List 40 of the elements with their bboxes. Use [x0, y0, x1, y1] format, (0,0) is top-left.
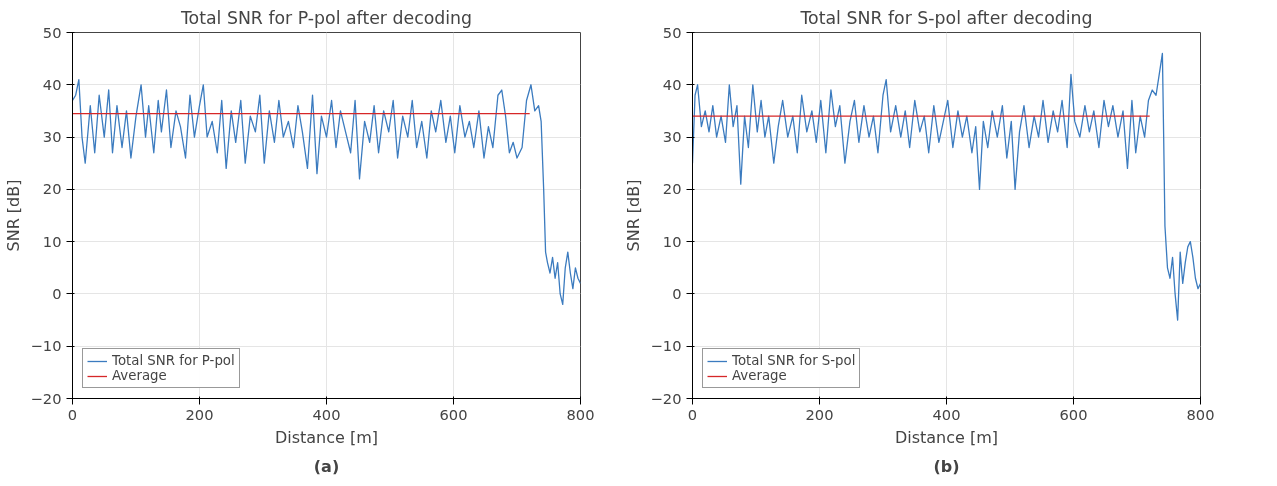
x-tick-label: 200 — [185, 405, 214, 423]
text: (a) — [313, 456, 340, 476]
x-axis-title: Distance [m] — [894, 427, 999, 447]
x-tick-label: 0 — [67, 405, 78, 423]
y-axis-title: SNR [dB] — [623, 179, 643, 252]
x-tick-label: 0 — [687, 405, 698, 423]
legend-label: Total SNR for P-pol — [112, 353, 235, 368]
y-tick-label: 50 — [42, 23, 62, 41]
legend-label: Average — [732, 368, 787, 383]
y-tick-label: −10 — [650, 337, 682, 355]
line-series — [72, 78, 581, 306]
legend-label: Total SNR for S-pol — [732, 353, 856, 368]
x-tick-label: 600 — [1059, 405, 1088, 423]
y-tick-label: −10 — [30, 337, 62, 355]
x-tick-label: 200 — [805, 405, 834, 423]
y-tick-label: 20 — [662, 180, 682, 198]
y-tick-label: 40 — [662, 75, 682, 93]
y-tick-label: 40 — [42, 75, 62, 93]
y-tick-label: 10 — [42, 232, 62, 250]
y-tick-label: 0 — [52, 284, 62, 302]
x-tick-label: 600 — [439, 405, 468, 423]
y-tick-label: −20 — [30, 389, 62, 407]
x-axis-title: Distance [m] — [274, 427, 379, 447]
y-tick-label: 20 — [42, 180, 62, 198]
y-tick-label: 30 — [662, 128, 682, 146]
chart-title: Total SNR for P-pol after decoding — [179, 7, 473, 28]
x-tick-label: 800 — [1186, 405, 1215, 423]
y-tick-label: 10 — [662, 232, 682, 250]
line-series — [692, 52, 1201, 321]
y-tick-label: 50 — [662, 23, 682, 41]
x-tick-label: 400 — [312, 405, 341, 423]
text: (b) — [933, 456, 960, 476]
chart-title: Total SNR for S-pol after decoding — [799, 7, 1093, 28]
y-tick-label: 0 — [672, 284, 682, 302]
y-tick-label: −20 — [650, 389, 682, 407]
legend-label: Average — [112, 368, 167, 383]
x-tick-label: 400 — [932, 405, 961, 423]
y-tick-label: 30 — [42, 128, 62, 146]
y-axis-title: SNR [dB] — [3, 179, 23, 252]
x-tick-label: 800 — [566, 405, 595, 423]
